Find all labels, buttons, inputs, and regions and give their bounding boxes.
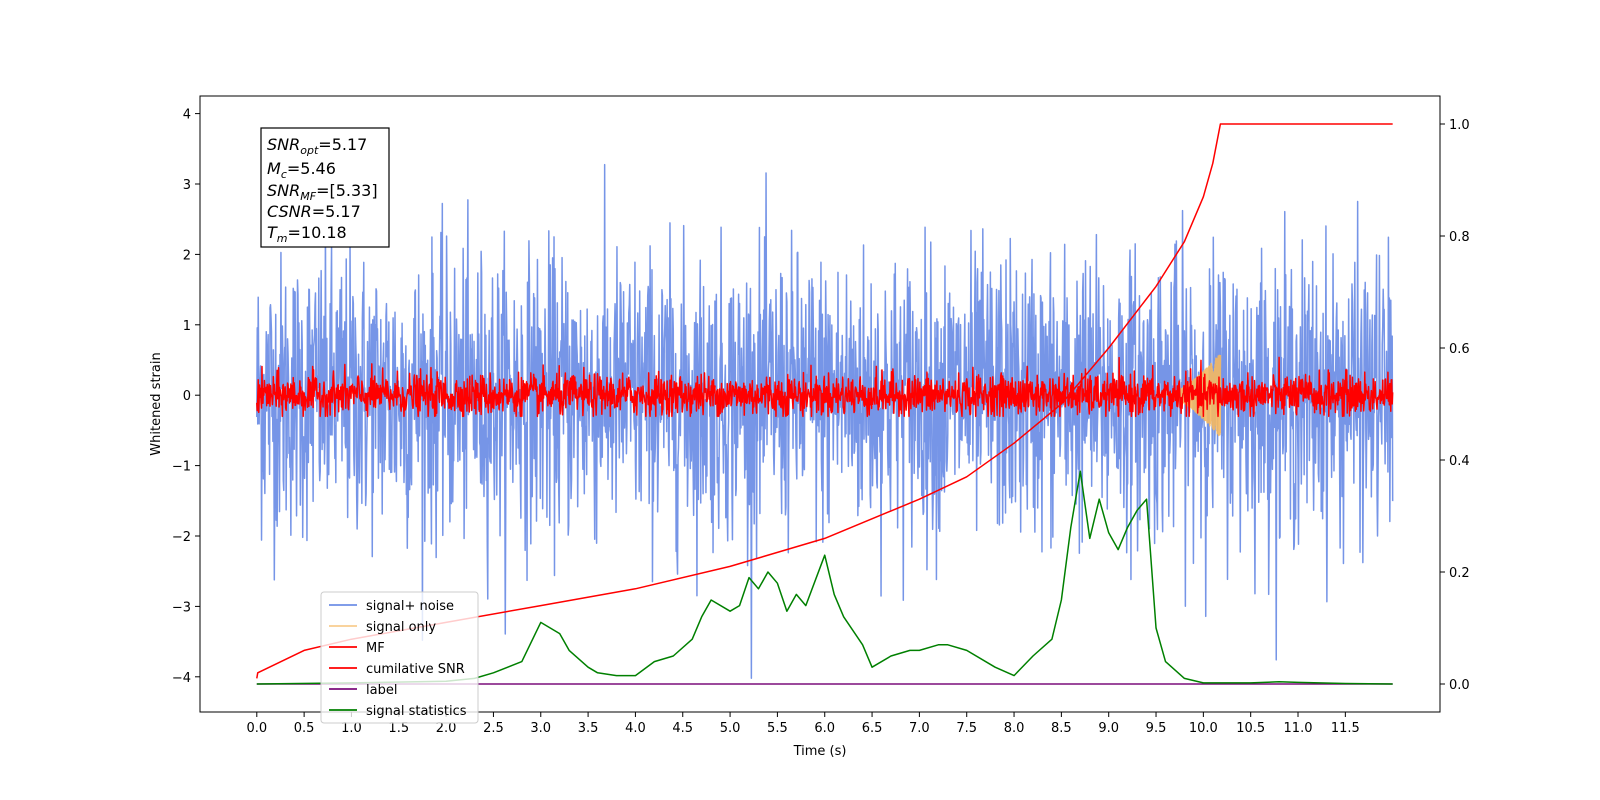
x-tick-label: 9.0 (1098, 721, 1119, 736)
y-tick-label: 2 (183, 248, 191, 263)
x-tick-label: 10.0 (1189, 721, 1218, 736)
x-tick-label: 4.5 (672, 721, 693, 736)
y2-tick-label: 0.0 (1449, 678, 1470, 693)
y-tick-label: −4 (172, 671, 191, 686)
y-tick-label: 0 (183, 389, 191, 404)
legend-label-cumilative-snr: cumilative SNR (366, 662, 465, 677)
series-signal-statistics-line (256, 470, 1393, 685)
y-tick-label: 4 (183, 108, 191, 123)
x-tick-label: 11.0 (1284, 721, 1313, 736)
stats-box-frame (260, 127, 390, 248)
legend-label-label: label (366, 683, 397, 698)
csnr-annotation: CSNR=5.17 (267, 202, 361, 221)
snr-opt-annotation: SNRopt=5.17 (267, 135, 367, 157)
y-axis-left: −4 −3 −2 −1 0 1 2 3 4 (172, 108, 200, 686)
x-tick-label: 11.5 (1331, 721, 1360, 736)
x-tick-label: 0.0 (246, 721, 267, 736)
x-tick-label: 0.5 (294, 721, 315, 736)
x-tick-label: 6.5 (862, 721, 883, 736)
snr-mf-annotation: SNRMF=[5.33] (267, 181, 378, 203)
x-tick-label: 5.5 (767, 721, 788, 736)
y-tick-label: −2 (172, 530, 191, 545)
y2-tick-label: 0.4 (1449, 454, 1470, 469)
x-tick-label: 2.0 (436, 721, 457, 736)
stats-annotation-box: SNRopt=5.17 Mc=5.46 SNRMF=[5.33] CSNR=5.… (260, 127, 390, 248)
x-axis: 0.0 0.5 1.0 1.5 2.0 2.5 3.0 3.5 4.0 4.5 5.0 5.5 6.0 6… (246, 712, 1360, 736)
series-mf-line (256, 356, 1394, 418)
plot-frame (199, 95, 1441, 713)
y-tick-label: −1 (172, 460, 191, 475)
legend-frame (320, 591, 479, 724)
x-tick-label: 9.5 (1146, 721, 1167, 736)
x-tick-label: 3.0 (530, 721, 551, 736)
y-axis-label: Whitened strain (149, 352, 164, 455)
t-merger-annotation: Tm=10.18 (267, 223, 347, 245)
legend-label-signal-statistics: signal statistics (366, 704, 467, 719)
x-tick-label: 2.5 (483, 721, 504, 736)
x-tick-label: 8.5 (1051, 721, 1072, 736)
legend-label-signal-only: signal only (366, 620, 436, 635)
y-tick-label: 3 (183, 178, 191, 193)
y2-tick-label: 0.8 (1449, 230, 1470, 245)
x-axis-label: Time (s) (793, 744, 847, 759)
y-axis-right: 0.0 0.2 0.4 0.6 0.8 1.0 (1440, 118, 1470, 693)
x-tick-label: 7.5 (956, 721, 977, 736)
x-tick-label: 6.0 (814, 721, 835, 736)
legend-label-mf: MF (366, 641, 385, 656)
y-tick-label: −3 (172, 600, 191, 615)
chirp-mass-annotation: Mc=5.46 (267, 159, 336, 181)
y-tick-label: 1 (183, 319, 191, 334)
x-tick-label: 1.0 (341, 721, 362, 736)
y2-tick-label: 1.0 (1449, 118, 1470, 133)
x-tick-label: 7.0 (909, 721, 930, 736)
x-tick-label: 10.5 (1236, 721, 1265, 736)
legend: signal+ noise signal only MF cumilative SNR… (320, 591, 479, 724)
series-signal-noise-line (256, 163, 1394, 680)
x-tick-label: 1.5 (388, 721, 409, 736)
x-tick-label: 4.0 (625, 721, 646, 736)
x-tick-label: 3.5 (578, 721, 599, 736)
legend-label-signal-noise: signal+ noise (366, 599, 454, 614)
x-tick-label: 5.0 (720, 721, 741, 736)
y2-tick-label: 0.2 (1449, 566, 1470, 581)
y2-tick-label: 0.6 (1449, 342, 1470, 357)
x-tick-label: 8.0 (1004, 721, 1025, 736)
